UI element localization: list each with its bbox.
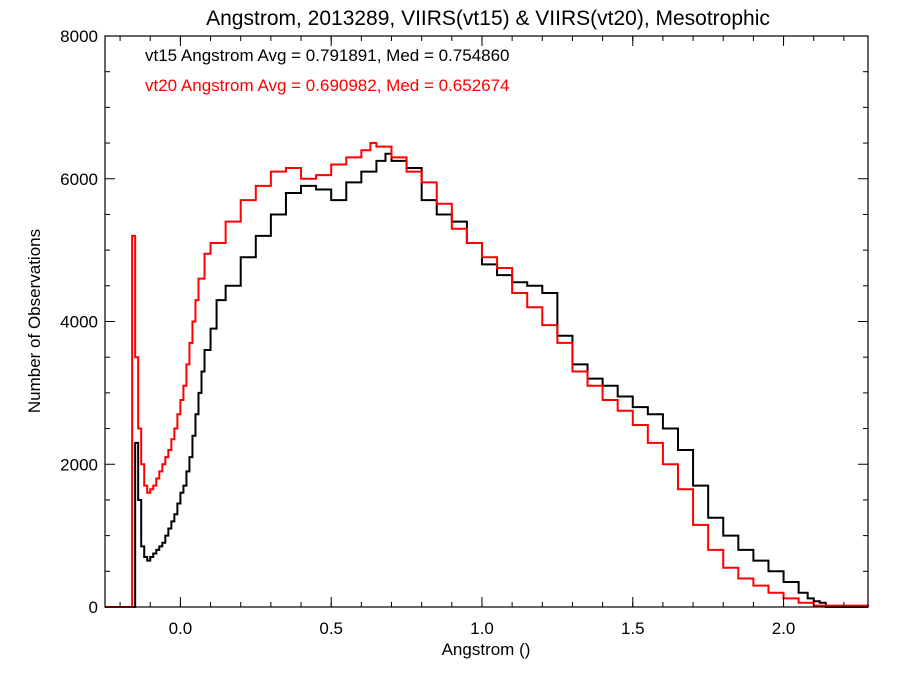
y-tick-label: 4000 xyxy=(60,313,98,332)
series-line-1 xyxy=(105,142,869,608)
y-tick-label: 8000 xyxy=(60,27,98,46)
y-tick-label: 0 xyxy=(89,598,98,617)
x-tick-label: 1.0 xyxy=(470,619,494,638)
chart-title: Angstrom, 2013289, VIIRS(vt15) & VIIRS(v… xyxy=(206,7,770,30)
x-tick-label: 1.5 xyxy=(621,619,645,638)
x-tick-label: 2.0 xyxy=(772,619,796,638)
y-tick-label: 6000 xyxy=(60,170,98,189)
x-tick-label: 0.5 xyxy=(319,619,343,638)
annotation-vt20: vt20 Angstrom Avg = 0.690982, Med = 0.65… xyxy=(145,76,510,95)
x-axis-label: Angstrom () xyxy=(442,640,531,659)
x-tick-label: 0.0 xyxy=(169,619,193,638)
series-line-0 xyxy=(105,152,868,608)
axis-layer: 0.0 0.5 1.0 1.5 2.0 0 2000 4000 6000 8000 xyxy=(60,27,868,638)
y-tick-label: 2000 xyxy=(60,455,98,474)
plot-frame xyxy=(104,35,869,608)
annotation-vt15: vt15 Angstrom Avg = 0.791891, Med = 0.75… xyxy=(145,46,510,65)
series-layer xyxy=(105,142,869,608)
y-axis-label: Number of Observations xyxy=(25,229,44,413)
